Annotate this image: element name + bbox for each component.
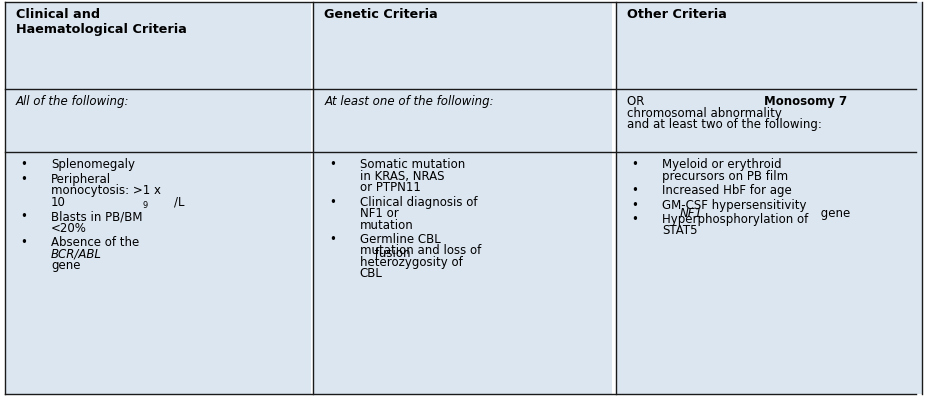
- Text: monocytosis: >1 x: monocytosis: >1 x: [51, 184, 161, 197]
- Text: Clinical diagnosis of: Clinical diagnosis of: [360, 196, 477, 209]
- Text: heterozygosity of: heterozygosity of: [360, 256, 463, 269]
- Text: •: •: [631, 158, 638, 171]
- Text: 9: 9: [143, 201, 147, 210]
- Text: Monosomy 7: Monosomy 7: [764, 95, 847, 108]
- Text: precursors on PB film: precursors on PB film: [662, 170, 788, 183]
- Text: and at least two of the following:: and at least two of the following:: [627, 118, 821, 131]
- Text: Absence of the: Absence of the: [51, 236, 139, 249]
- Text: •: •: [20, 210, 27, 223]
- Text: STAT5: STAT5: [662, 225, 697, 237]
- Text: <20%: <20%: [51, 221, 87, 234]
- Text: Somatic mutation: Somatic mutation: [360, 158, 465, 171]
- Text: Peripheral: Peripheral: [51, 173, 111, 186]
- Text: •: •: [20, 173, 27, 186]
- Text: CBL: CBL: [360, 267, 383, 280]
- Text: Genetic Criteria: Genetic Criteria: [324, 8, 438, 21]
- Text: •: •: [329, 158, 336, 171]
- Text: chromosomal abnormality: chromosomal abnormality: [627, 107, 781, 120]
- Text: •: •: [631, 184, 638, 197]
- Text: At least one of the following:: At least one of the following:: [324, 95, 494, 108]
- Text: NF1 or: NF1 or: [360, 207, 402, 220]
- Bar: [616, 152, 922, 394]
- Text: NF1: NF1: [679, 207, 703, 220]
- Text: •: •: [631, 198, 638, 211]
- Bar: [616, 89, 922, 152]
- Text: gene: gene: [817, 207, 850, 220]
- Text: or PTPN11: or PTPN11: [360, 181, 421, 194]
- Text: •: •: [329, 196, 336, 209]
- Text: •: •: [631, 213, 638, 226]
- Bar: [5, 152, 311, 394]
- Text: Germline CBL: Germline CBL: [360, 233, 440, 246]
- Text: gene: gene: [51, 259, 81, 272]
- Bar: [5, 2, 311, 89]
- Bar: [5, 89, 311, 152]
- Text: Hyperphosphorylation of: Hyperphosphorylation of: [662, 213, 808, 226]
- Text: in KRAS, NRAS: in KRAS, NRAS: [360, 170, 444, 183]
- Text: fusion: fusion: [371, 248, 411, 260]
- Text: Blasts in PB/BM: Blasts in PB/BM: [51, 210, 143, 223]
- Text: OR: OR: [627, 95, 648, 108]
- Text: •: •: [20, 236, 27, 249]
- Text: •: •: [329, 233, 336, 246]
- Bar: [616, 2, 922, 89]
- Text: All of the following:: All of the following:: [16, 95, 129, 108]
- Text: Increased HbF for age: Increased HbF for age: [662, 184, 792, 197]
- Bar: [313, 89, 612, 152]
- Text: /L: /L: [174, 196, 184, 209]
- Text: GM-CSF hypersensitivity: GM-CSF hypersensitivity: [662, 198, 806, 211]
- Text: •: •: [20, 158, 27, 171]
- Text: Other Criteria: Other Criteria: [627, 8, 727, 21]
- Text: Clinical and
Haematological Criteria: Clinical and Haematological Criteria: [16, 8, 186, 36]
- Text: Myeloid or erythroid: Myeloid or erythroid: [662, 158, 781, 171]
- Text: mutation and loss of: mutation and loss of: [360, 244, 481, 257]
- Text: 10: 10: [51, 196, 66, 209]
- Text: Splenomegaly: Splenomegaly: [51, 158, 135, 171]
- Text: mutation: mutation: [360, 219, 413, 232]
- Text: BCR/ABL: BCR/ABL: [51, 248, 102, 260]
- Bar: [313, 152, 612, 394]
- Bar: [313, 2, 612, 89]
